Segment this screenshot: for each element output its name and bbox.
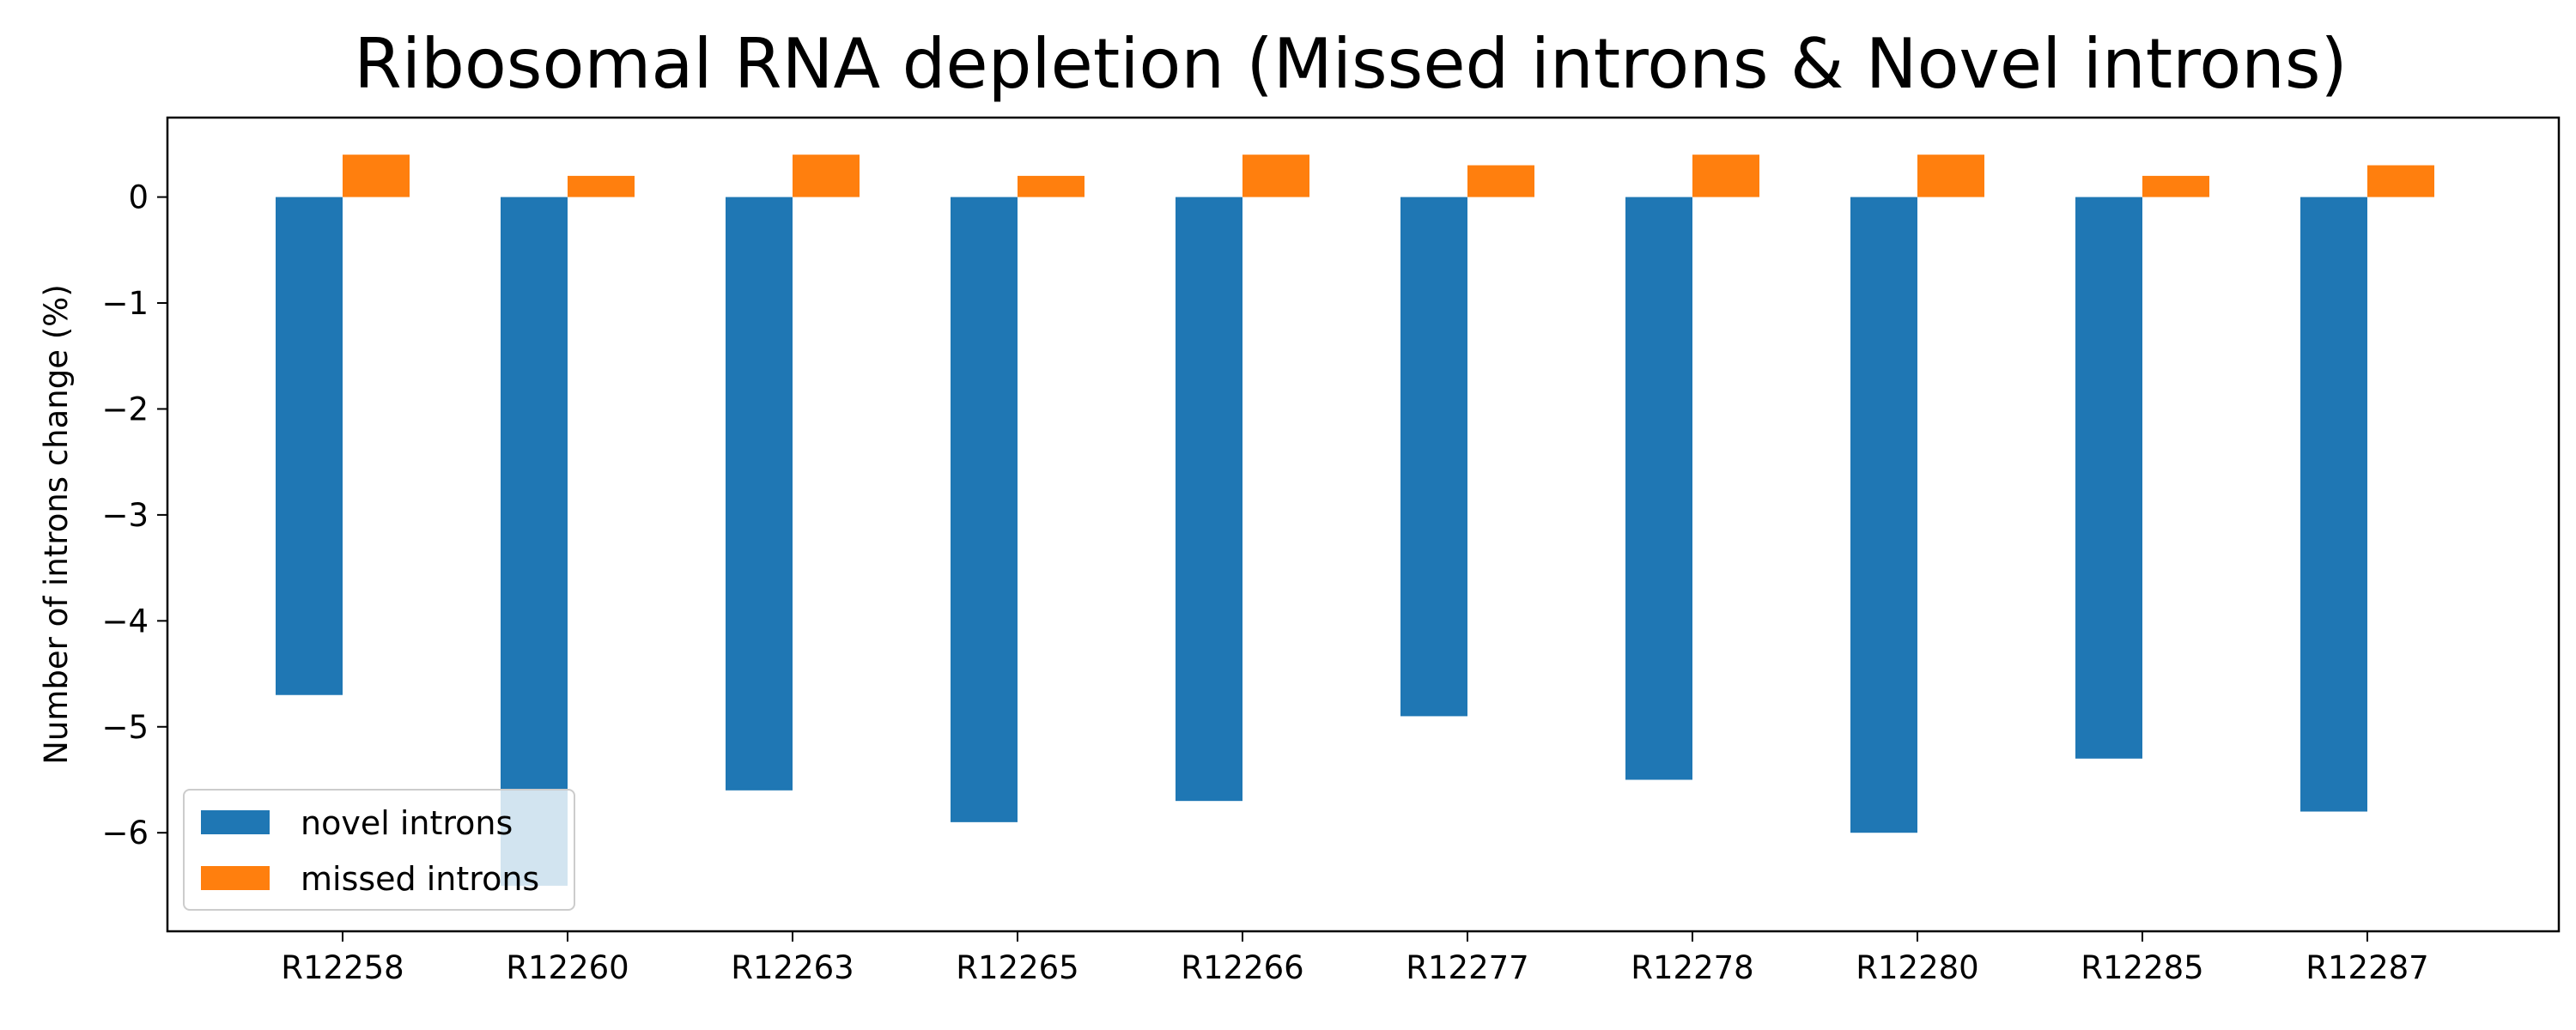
bar-novel-introns-R12287 [2300, 197, 2367, 812]
bar-missed-introns-R12263 [793, 154, 860, 197]
x-tick-label-R12258: R12258 [281, 949, 404, 986]
legend-frame [183, 789, 575, 911]
x-tick-label-R12265: R12265 [956, 949, 1078, 986]
y-tick-label-0: 0 [128, 179, 149, 216]
y-tick-label-4: −4 [101, 603, 149, 639]
legend: novel introns missed introns [183, 789, 575, 911]
x-tick-label-R12263: R12263 [731, 949, 854, 986]
bar-novel-introns-R12285 [2075, 197, 2142, 759]
legend-swatch-missed-introns [201, 866, 270, 890]
bar-missed-introns-R12287 [2367, 165, 2434, 197]
x-tick-label-R12260: R12260 [506, 949, 629, 986]
x-tick-label-R12277: R12277 [1406, 949, 1528, 986]
ticks-layer: R12258 R12260 R12263 R12265 R12266 R12277 R122… [101, 179, 2428, 986]
chart-title: Ribosomal RNA depletion (Missed introns … [354, 24, 2347, 104]
bar-missed-introns-R12258 [343, 154, 410, 197]
y-axis-label: Number of introns change (%) [38, 284, 75, 765]
bar-missed-introns-R12260 [568, 175, 635, 197]
y-tick-label-5: −5 [101, 709, 149, 746]
bar-novel-introns-R12258 [276, 197, 343, 695]
x-tick-label-R12280: R12280 [1856, 949, 1978, 986]
bar-novel-introns-R12278 [1625, 197, 1692, 780]
x-tick-label-R12278: R12278 [1631, 949, 1753, 986]
legend-label-novel-introns: novel introns [301, 804, 513, 842]
bar-novel-introns-R12277 [1400, 197, 1467, 717]
bars-layer [276, 154, 2434, 886]
y-tick-label-2: −2 [101, 391, 149, 427]
bar-missed-introns-R12277 [1467, 165, 1534, 197]
x-tick-label-R12285: R12285 [2081, 949, 2203, 986]
bar-missed-introns-R12280 [1917, 154, 1984, 197]
bar-missed-introns-R12278 [1692, 154, 1759, 197]
y-tick-label-3: −3 [101, 497, 149, 534]
bar-missed-introns-R12266 [1242, 154, 1309, 197]
bar-missed-introns-R12285 [2142, 175, 2209, 197]
legend-label-missed-introns: missed introns [301, 860, 539, 898]
bar-novel-introns-R12265 [951, 197, 1018, 822]
y-tick-label-6: −6 [101, 815, 149, 851]
bar-missed-introns-R12265 [1018, 175, 1084, 197]
bar-novel-introns-R12280 [1850, 197, 1917, 833]
x-tick-label-R12266: R12266 [1181, 949, 1303, 986]
plot-frame [166, 116, 2561, 933]
bar-novel-introns-R12260 [501, 197, 568, 886]
legend-swatch-novel-introns [201, 810, 270, 834]
y-tick-label-1: −1 [101, 285, 149, 322]
bar-novel-introns-R12266 [1176, 197, 1242, 802]
x-tick-label-R12287: R12287 [2306, 949, 2428, 986]
bar-novel-introns-R12263 [726, 197, 793, 791]
